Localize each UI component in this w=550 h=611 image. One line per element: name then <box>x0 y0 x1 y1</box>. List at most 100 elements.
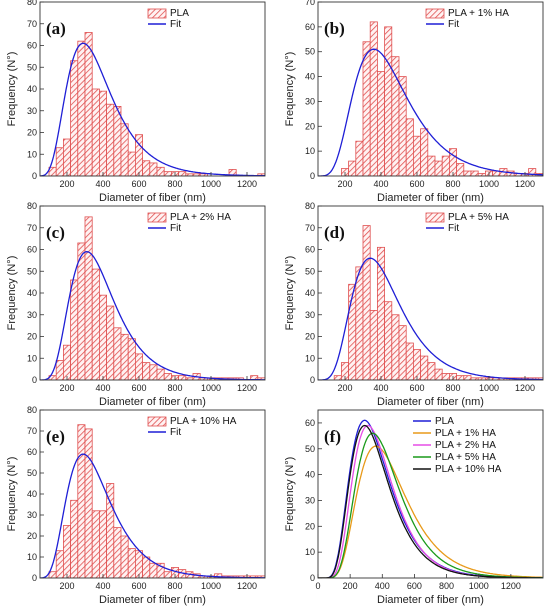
y-tick-label: 30 <box>27 106 37 116</box>
y-tick-label: 20 <box>27 128 37 138</box>
histogram-bar <box>142 160 151 176</box>
y-tick-label: 60 <box>305 245 315 255</box>
histogram-bar <box>427 362 436 380</box>
histogram-bar <box>91 510 100 578</box>
y-tick-label: 40 <box>27 84 37 94</box>
histogram-bar <box>70 499 79 578</box>
x-tick-label: 800 <box>445 383 460 393</box>
legend-label: PLA + 1% HA <box>448 8 509 19</box>
panel-letter: (c) <box>46 223 65 242</box>
legend-label: PLA + 5% HA <box>448 212 509 223</box>
histogram-bar <box>398 325 407 380</box>
x-axis-label: Diameter of fiber (nm) <box>99 594 206 606</box>
legend-label: Fit <box>448 19 459 30</box>
legend-swatch <box>147 212 167 223</box>
y-tick-label: 20 <box>27 531 37 541</box>
y-tick-label: 70 <box>27 19 37 29</box>
histogram-bar <box>142 556 151 578</box>
legend-label: Fit <box>170 223 181 234</box>
y-tick-label: 60 <box>27 447 37 457</box>
histogram-bar <box>348 160 357 176</box>
histogram-bar <box>134 134 143 176</box>
y-tick-label: 70 <box>305 0 315 7</box>
legend-swatch <box>425 8 445 19</box>
histogram-bar <box>441 373 450 380</box>
y-tick-label: 50 <box>305 266 315 276</box>
x-tick-label: 1200 <box>515 383 535 393</box>
histogram-bar <box>391 314 400 380</box>
histogram-bar <box>434 368 443 380</box>
x-tick-label: 1000 <box>479 383 499 393</box>
y-tick-label: 40 <box>27 288 37 298</box>
y-tick-label: 10 <box>305 547 315 557</box>
x-tick-label: 200 <box>337 383 352 393</box>
histogram-bar <box>441 155 450 176</box>
x-tick-label: 400 <box>373 383 388 393</box>
y-axis-label: Frequency (N°) <box>6 52 18 127</box>
panel-letter: (f) <box>324 427 341 446</box>
legend-label: Fit <box>448 223 459 234</box>
histogram-bar <box>376 71 385 176</box>
x-tick-label: 800 <box>167 383 182 393</box>
legend-label: PLA + 5% HA <box>435 452 496 463</box>
histogram-bar <box>70 60 79 176</box>
x-tick-label: 200 <box>59 581 74 591</box>
y-tick-label: 10 <box>305 146 315 156</box>
y-tick-label: 70 <box>27 426 37 436</box>
x-tick-label: 400 <box>375 581 390 591</box>
histogram-bar <box>398 76 407 176</box>
x-tick-label: 1200 <box>237 179 257 189</box>
legend-label: PLA + 2% HA <box>435 440 496 451</box>
histogram-bar <box>84 32 93 176</box>
histogram-bar <box>178 171 187 176</box>
y-tick-label: 70 <box>27 223 37 233</box>
y-tick-label: 50 <box>27 266 37 276</box>
y-tick-label: 20 <box>305 332 315 342</box>
histogram-bar <box>456 163 465 176</box>
panel-letter: (a) <box>46 19 66 38</box>
legend-label: PLA + 10% HA <box>170 416 237 427</box>
histogram-bar <box>77 424 86 578</box>
fit-curve-line <box>318 419 543 578</box>
y-tick-label: 80 <box>27 201 37 211</box>
x-axis-label: Diameter of fiber (nm) <box>99 192 206 204</box>
x-tick-label: 600 <box>131 179 146 189</box>
histogram-bar <box>63 525 72 578</box>
fit-curve-line <box>40 251 265 380</box>
histogram-bar <box>369 309 378 380</box>
y-tick-label: 50 <box>27 468 37 478</box>
y-tick-label: 10 <box>27 552 37 562</box>
y-tick-label: 20 <box>305 521 315 531</box>
y-tick-label: 30 <box>305 96 315 106</box>
legend-label: PLA <box>170 8 189 19</box>
y-tick-label: 80 <box>27 0 37 7</box>
histogram-bar <box>434 160 443 176</box>
y-tick-label: 0 <box>32 573 37 583</box>
x-tick-label: 400 <box>373 179 388 189</box>
histogram-bar <box>99 510 108 578</box>
x-tick-label: 1000 <box>201 383 221 393</box>
y-tick-label: 30 <box>27 510 37 520</box>
panel-1: 200 400 600 800 1000 1200 0 10 20 30 40 50 60 70 80 Dia… <box>6 0 266 204</box>
histogram-bar <box>77 40 86 176</box>
x-tick-label: 400 <box>95 383 110 393</box>
histogram-bar <box>463 170 472 176</box>
fit-curve-line <box>318 445 543 578</box>
histogram-bar <box>333 375 342 380</box>
histogram-bar <box>156 368 165 380</box>
y-tick-label: 50 <box>305 47 315 57</box>
fit-curve-line <box>318 424 543 578</box>
panel-4: 200 400 600 800 1000 1200 0 10 20 30 40 50 60 70 80 Dia… <box>284 201 544 408</box>
y-tick-label: 20 <box>305 121 315 131</box>
histogram-bar <box>412 135 421 176</box>
y-tick-label: 30 <box>305 495 315 505</box>
histogram-bar <box>384 301 393 380</box>
histogram-bar <box>149 364 158 380</box>
histogram-bar <box>99 294 108 380</box>
x-tick-label: 600 <box>409 179 424 189</box>
histogram-bar <box>528 168 537 176</box>
y-tick-label: 50 <box>305 444 315 454</box>
histogram-bar <box>156 166 165 176</box>
histogram-bar <box>91 88 100 176</box>
